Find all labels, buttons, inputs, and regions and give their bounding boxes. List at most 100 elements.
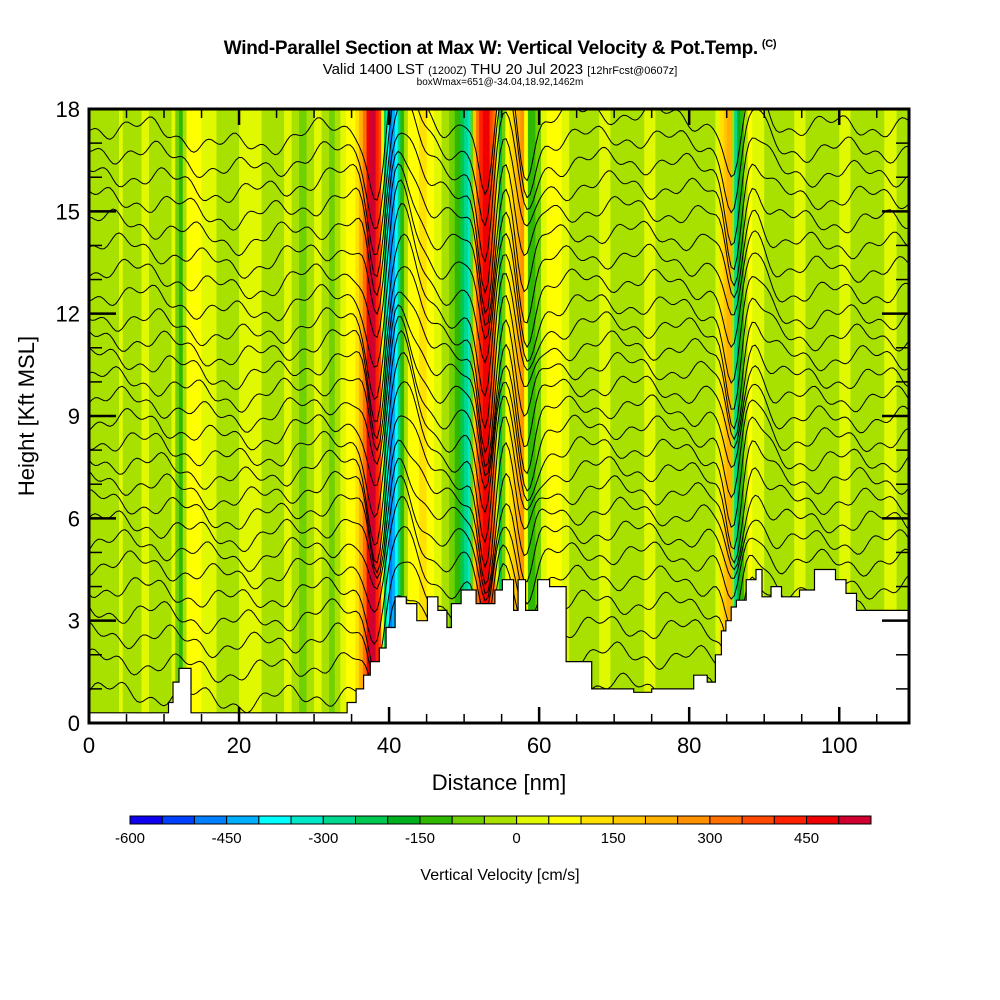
colorbar-swatch bbox=[741, 815, 775, 825]
valid-utc: (1200Z) bbox=[428, 65, 467, 77]
colorbar-title: Vertical Velocity [cm/s] bbox=[420, 867, 579, 884]
velocity-cell bbox=[737, 109, 741, 723]
colorbar-swatch bbox=[838, 815, 872, 825]
velocity-cell bbox=[441, 109, 450, 723]
velocity-cell bbox=[306, 109, 315, 723]
velocity-cell bbox=[375, 109, 380, 723]
colorbar-swatch bbox=[226, 815, 260, 825]
velocity-cell bbox=[610, 109, 623, 723]
chart-title: Wind-Parallel Section at Max W: Vertical… bbox=[0, 38, 1000, 60]
velocity-cell bbox=[541, 109, 548, 723]
velocity-cell bbox=[334, 109, 341, 723]
theta-contour-line bbox=[89, 316, 909, 477]
y-tick-label: 15 bbox=[56, 199, 80, 224]
velocity-cell bbox=[850, 109, 863, 723]
velocity-cell bbox=[495, 109, 500, 723]
colorbar-swatch bbox=[355, 815, 389, 825]
velocity-cell bbox=[216, 109, 225, 723]
colorbar-swatch bbox=[419, 815, 453, 825]
theta-contour-line bbox=[89, 109, 909, 201]
velocity-cell bbox=[696, 109, 705, 723]
velocity-cell bbox=[386, 109, 390, 723]
velocity-cell bbox=[201, 109, 210, 723]
chart-title-text: Wind-Parallel Section at Max W: Vertical… bbox=[223, 38, 758, 59]
velocity-cell bbox=[752, 109, 758, 723]
theta-contour-line bbox=[89, 457, 909, 595]
velocity-cell bbox=[291, 109, 300, 723]
theta-contour-line bbox=[89, 109, 909, 230]
colorbar-swatch bbox=[806, 815, 840, 825]
colorbar-tick-label: 450 bbox=[794, 830, 819, 847]
theta-contours bbox=[89, 109, 909, 721]
forecast-info: [12hrFcst@0607z] bbox=[587, 65, 678, 77]
velocity-cell bbox=[719, 109, 725, 723]
velocity-cell bbox=[175, 109, 180, 723]
velocity-cell bbox=[182, 109, 188, 723]
colorbar-swatch bbox=[580, 815, 614, 825]
velocity-cell bbox=[524, 109, 529, 723]
colorbar-swatch bbox=[548, 815, 582, 825]
x-tick-label: 0 bbox=[83, 733, 95, 758]
terrain-profile bbox=[89, 568, 909, 723]
theta-contour-line bbox=[89, 439, 909, 586]
colorbar-swatch bbox=[290, 815, 324, 825]
theta-contour-line bbox=[89, 291, 909, 455]
velocity-cell bbox=[726, 109, 731, 723]
velocity-cell bbox=[246, 109, 255, 723]
theta-contour-line bbox=[89, 233, 909, 400]
velocity-cell bbox=[782, 109, 795, 723]
velocity-cell bbox=[454, 109, 461, 723]
theta-contour-line bbox=[89, 109, 909, 263]
velocity-cell bbox=[655, 109, 668, 723]
valid-date: THU 20 Jul 2023 bbox=[470, 61, 584, 78]
x-axis-title: Distance [nm] bbox=[432, 770, 567, 795]
velocity-cell bbox=[362, 109, 368, 723]
theta-contour-line bbox=[89, 475, 909, 602]
velocity-cell bbox=[134, 109, 143, 723]
y-tick-label: 3 bbox=[68, 609, 80, 634]
colorbar-swatch bbox=[193, 815, 228, 825]
velocity-cell bbox=[764, 109, 773, 723]
x-tick-label: 80 bbox=[677, 733, 701, 758]
x-tick-label: 100 bbox=[821, 733, 858, 758]
velocity-cell bbox=[731, 109, 735, 723]
theta-contour-line bbox=[89, 163, 909, 327]
colorbar-swatch bbox=[677, 815, 711, 825]
velocity-cell bbox=[502, 109, 506, 723]
y-tick-label: 0 bbox=[68, 711, 80, 736]
box-info: boxWmax=651@-34.04,18.92,1462m bbox=[416, 77, 584, 88]
velocity-cell bbox=[554, 109, 563, 723]
theta-contour-line bbox=[89, 329, 909, 491]
velocity-cell bbox=[321, 109, 330, 723]
velocity-cell bbox=[709, 109, 717, 723]
velocity-cell bbox=[392, 109, 396, 723]
theta-contour-line bbox=[89, 381, 909, 546]
velocity-cell bbox=[149, 109, 158, 723]
velocity-cell bbox=[632, 109, 645, 723]
colorbar-swatch bbox=[451, 815, 485, 825]
y-axis-title: Height [Kft MSL] bbox=[14, 336, 39, 496]
velocity-cell bbox=[805, 109, 818, 723]
velocity-cell bbox=[122, 109, 128, 723]
velocity-cell bbox=[231, 109, 240, 723]
velocity-cell bbox=[345, 109, 353, 723]
colorbar-tick-label: 300 bbox=[697, 830, 722, 847]
colorbar-tick-label: -150 bbox=[405, 830, 435, 847]
velocity-cell bbox=[397, 109, 401, 723]
theta-contour-line bbox=[89, 150, 909, 315]
velocity-cell bbox=[276, 109, 285, 723]
theta-contour-line bbox=[89, 202, 909, 368]
copyright-mark: (C) bbox=[761, 38, 777, 50]
velocity-cell bbox=[261, 109, 270, 723]
x-tick-label: 60 bbox=[527, 733, 551, 758]
x-tick-label: 40 bbox=[377, 733, 401, 758]
y-tick-label: 6 bbox=[68, 506, 80, 531]
colorbar-tick-label: -450 bbox=[212, 830, 242, 847]
valid-time: Valid 1400 LST bbox=[322, 61, 424, 78]
velocity-cell bbox=[355, 109, 360, 723]
colorbar: -600 -450 -300 -150 0 150 300 450 bbox=[115, 815, 872, 847]
terrain bbox=[89, 568, 909, 723]
velocity-cell bbox=[426, 109, 435, 723]
y-tick-label: 12 bbox=[56, 302, 80, 327]
